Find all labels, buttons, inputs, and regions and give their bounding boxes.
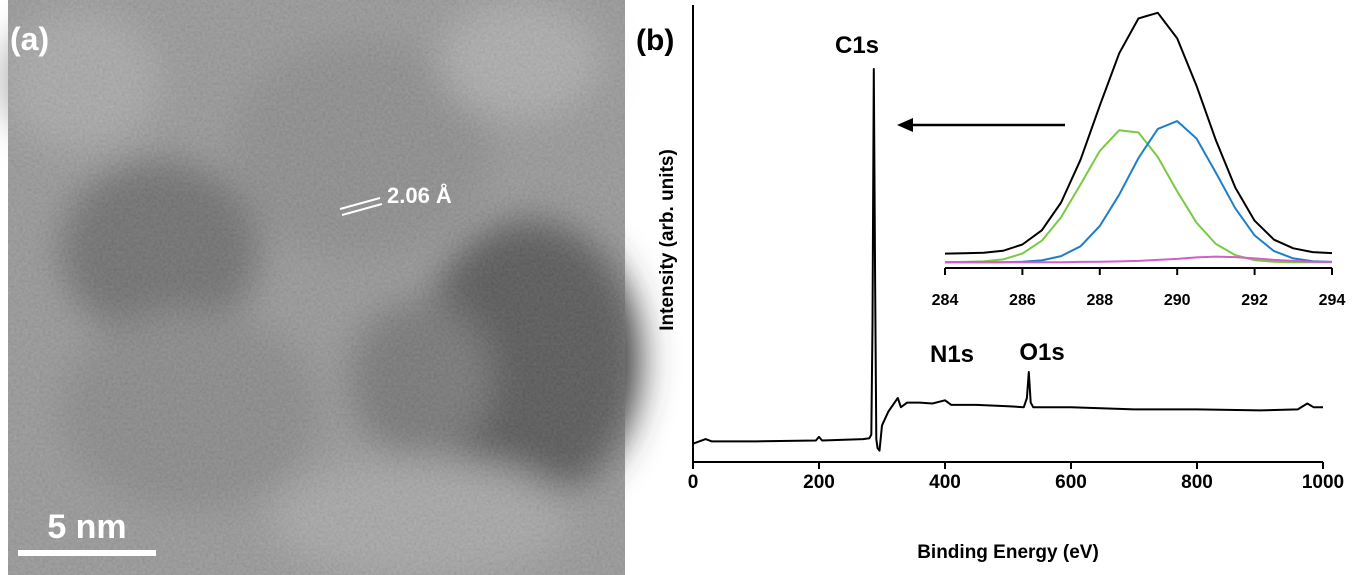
- x-tick-label: 292: [1241, 292, 1268, 309]
- x-tick-label: 200: [803, 472, 835, 493]
- panel-label: (a): [10, 21, 49, 57]
- x-tick-label: 800: [1181, 472, 1213, 493]
- x-tick-label: 600: [1055, 472, 1087, 493]
- annotation: O1s: [1019, 339, 1064, 366]
- x-tick-label: 288: [1086, 292, 1113, 309]
- x-tick-label: 294: [1319, 292, 1346, 309]
- series-line: [945, 130, 1332, 262]
- x-tick-label: 286: [1009, 292, 1036, 309]
- x-tick-label: 284: [932, 292, 959, 309]
- x-tick-label: 400: [929, 472, 961, 493]
- arrow-head: [897, 118, 913, 132]
- x-tick-label: 0: [688, 472, 699, 493]
- lattice-label: 2.06 Å: [387, 182, 452, 208]
- panel-label: (b): [636, 24, 674, 57]
- xps-chart: (b) Binding Energy (eV) Intensity (arb. …: [636, 5, 1345, 563]
- y-axis-title: Intensity (arb. units): [657, 149, 678, 331]
- series-line: [945, 121, 1332, 262]
- tem-image: (a) 2.06 Å 5 nm: [0, 0, 640, 575]
- annotation: C1s: [835, 32, 879, 59]
- annotation: N1s: [930, 341, 974, 368]
- x-tick-label: 290: [1164, 292, 1191, 309]
- x-tick-label: 1000: [1302, 472, 1344, 493]
- figure: (a) 2.06 Å 5 nm (b) Binding Energy (eV) …: [0, 0, 1364, 575]
- scale-bar-label: 5 nm: [47, 508, 126, 546]
- x-axis-title: Binding Energy (eV): [917, 542, 1099, 563]
